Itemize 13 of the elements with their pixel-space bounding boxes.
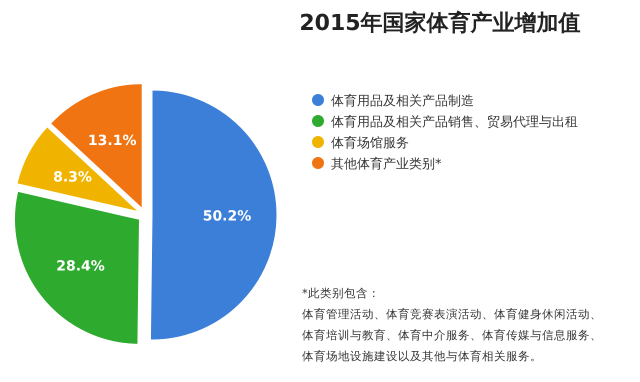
chart-title: 2015年国家体育产业增加值: [299, 10, 581, 36]
legend-label: 体育场馆服务: [331, 135, 409, 151]
data-label: 28.4%: [56, 258, 105, 275]
text: *此类别包含：: [302, 286, 380, 300]
legend-label: 其他体育产业类别*: [331, 156, 442, 172]
text: 体育场地设施建设以及其他与体育相关服务。: [302, 349, 542, 363]
legend-label: 体育用品及相关产品制造: [331, 93, 474, 109]
legend-label: 体育用品及相关产品销售、贸易代理与出租: [331, 114, 578, 130]
data-label: 8.3%: [53, 170, 92, 186]
text: 体育管理活动、体育竞赛表演活动、体育健身休闲活动、: [302, 307, 602, 321]
data-label: 13.1%: [88, 132, 136, 149]
text: 体育培训与教育、体育中介服务、体育传媒与信息服务、: [302, 328, 602, 342]
data-label: 50.2%: [202, 208, 252, 225]
